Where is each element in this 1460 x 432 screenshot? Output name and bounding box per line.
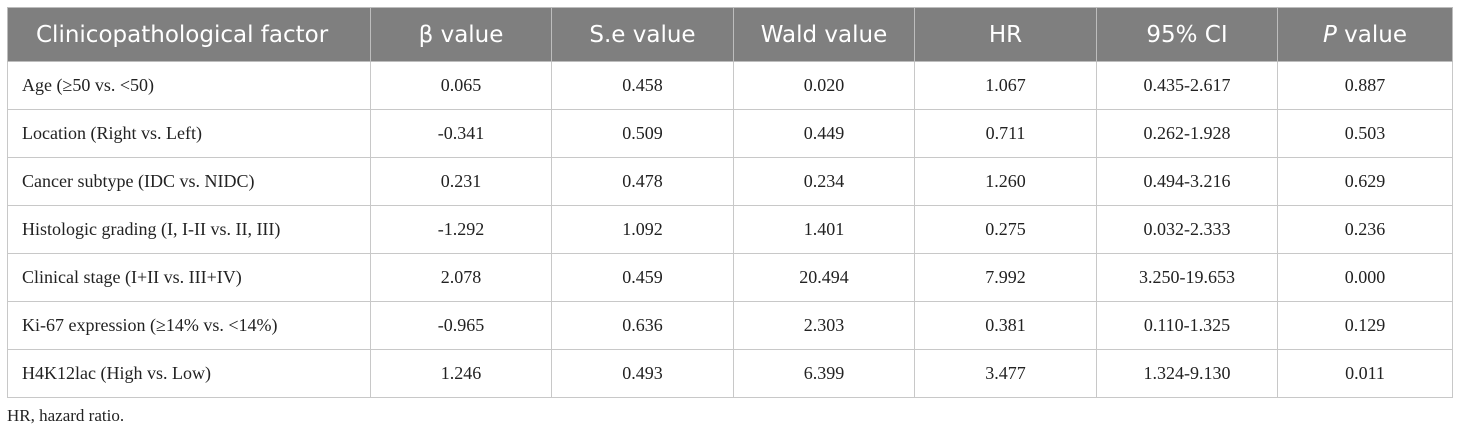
cell: 0.458	[551, 61, 734, 110]
cell: 1.092	[551, 205, 734, 254]
cell: 7.992	[914, 253, 1097, 302]
cell: 0.236	[1277, 205, 1453, 254]
header-cell: HR	[914, 7, 1097, 62]
results-table: Clinicopathological factor β value S.e val…	[7, 7, 1453, 398]
row-label: Ki-67 expression (≥14% vs. <14%)	[7, 301, 371, 350]
cell: -0.965	[370, 301, 552, 350]
cell: 0.887	[1277, 61, 1453, 110]
cell: 3.477	[914, 349, 1097, 398]
cell: 2.303	[733, 301, 915, 350]
table-row: Location (Right vs. Left) -0.341 0.509 0.44…	[7, 109, 1453, 158]
cell: 0.011	[1277, 349, 1453, 398]
row-label: Histologic grading (I, I-II vs. II, III)	[7, 205, 371, 254]
table-row: Histologic grading (I, I-II vs. II, III)…	[7, 205, 1453, 254]
cell: 0.275	[914, 205, 1097, 254]
table-body: Age (≥50 vs. <50) 0.065 0.458 0.020 1.067 0.4…	[7, 61, 1453, 398]
header-cell: 95% CI	[1096, 7, 1278, 62]
header-cell: Clinicopathological factor	[7, 7, 371, 62]
cell: 20.494	[733, 253, 915, 302]
cell: 0.459	[551, 253, 734, 302]
cell: 0.234	[733, 157, 915, 206]
cell: 0.020	[733, 61, 915, 110]
cell: 1.246	[370, 349, 552, 398]
cell: 0.435-2.617	[1096, 61, 1278, 110]
row-label: Cancer subtype (IDC vs. NIDC)	[7, 157, 371, 206]
table-row: Ki-67 expression (≥14% vs. <14%) -0.965 0.…	[7, 301, 1453, 350]
table-row: Clinical stage (I+II vs. III+IV) 2.078 0.4…	[7, 253, 1453, 302]
cell: 0.711	[914, 109, 1097, 158]
cell: 0.129	[1277, 301, 1453, 350]
cell: -0.341	[370, 109, 552, 158]
cell: 0.503	[1277, 109, 1453, 158]
cell: 0.262-1.928	[1096, 109, 1278, 158]
header-row: Clinicopathological factor β value S.e val…	[7, 7, 1453, 62]
cell: 0.494-3.216	[1096, 157, 1278, 206]
header-cell: β value	[370, 7, 552, 62]
header-cell: S.e value	[551, 7, 734, 62]
row-label: Clinical stage (I+II vs. III+IV)	[7, 253, 371, 302]
cell: 0.629	[1277, 157, 1453, 206]
row-label: Age (≥50 vs. <50)	[7, 61, 371, 110]
header-text: value	[1336, 21, 1407, 48]
cell: 0.381	[914, 301, 1097, 350]
header-cell: P value	[1277, 7, 1453, 62]
row-label: Location (Right vs. Left)	[7, 109, 371, 158]
row-label: H4K12lac (High vs. Low)	[7, 349, 371, 398]
table-row: Cancer subtype (IDC vs. NIDC) 0.231 0.478 0…	[7, 157, 1453, 206]
table-row: H4K12lac (High vs. Low) 1.246 0.493 6.399 3.…	[7, 349, 1453, 398]
cell: 3.250-19.653	[1096, 253, 1278, 302]
cell: 0.636	[551, 301, 734, 350]
header-italic: P	[1322, 21, 1337, 48]
cell: 0.231	[370, 157, 552, 206]
footnote: HR, hazard ratio.	[7, 406, 125, 425]
cell: -1.292	[370, 205, 552, 254]
cell: 6.399	[733, 349, 915, 398]
cell: 0.032-2.333	[1096, 205, 1278, 254]
cell: 0.110-1.325	[1096, 301, 1278, 350]
cell: 0.509	[551, 109, 734, 158]
table-row: Age (≥50 vs. <50) 0.065 0.458 0.020 1.067 0.4…	[7, 61, 1453, 110]
cell: 0.000	[1277, 253, 1453, 302]
cell: 0.478	[551, 157, 734, 206]
cell: 2.078	[370, 253, 552, 302]
cell: 0.065	[370, 61, 552, 110]
cell: 1.324-9.130	[1096, 349, 1278, 398]
cell: 1.260	[914, 157, 1097, 206]
cell: 0.449	[733, 109, 915, 158]
cell: 1.401	[733, 205, 915, 254]
cell: 0.493	[551, 349, 734, 398]
cell: 1.067	[914, 61, 1097, 110]
header-cell: Wald value	[733, 7, 915, 62]
